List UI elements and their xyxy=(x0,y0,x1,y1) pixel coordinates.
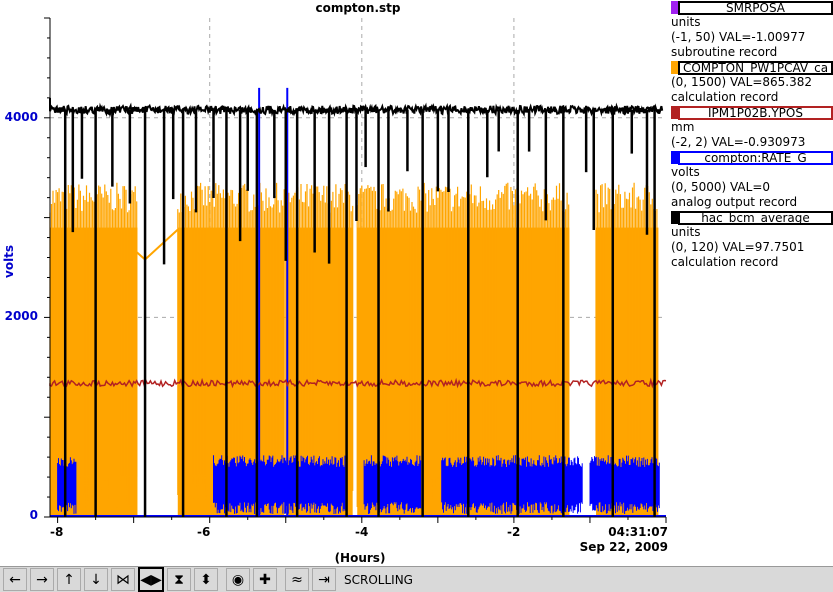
orange-series-line xyxy=(356,182,570,517)
legend-range: (0, 1500) VAL=865.382 xyxy=(671,75,812,89)
autoscale-icon: ≈ xyxy=(291,571,303,588)
legend-swatch xyxy=(671,151,678,164)
last-point-button[interactable]: ⇥ xyxy=(312,568,336,591)
window-title: compton.stp xyxy=(315,1,401,15)
legend-unit: volts xyxy=(671,165,700,179)
legend-record: calculation record xyxy=(671,90,779,104)
legend-record: subroutine record xyxy=(671,45,778,59)
current-time: 04:31:07 xyxy=(608,525,668,539)
zoom-out-horizontal-button[interactable]: ◀▶ xyxy=(138,567,164,592)
legend-entry-smrposa[interactable]: SMRPOSA units (-1, 50) VAL=-1.00977 subr… xyxy=(671,0,833,60)
legend-unit: mm xyxy=(671,120,695,134)
orange-series-line xyxy=(595,182,658,517)
legend-range: (-2, 2) VAL=-0.930973 xyxy=(671,135,806,149)
blue-series-line xyxy=(213,455,346,514)
legend-unit: units xyxy=(671,225,701,239)
scroll-left-button[interactable]: ← xyxy=(3,568,27,591)
zoom-out-horizontal-icon: ◀▶ xyxy=(140,571,162,588)
legend-pv-name[interactable]: COMPTON_PW1PCAV_ca xyxy=(678,60,833,75)
last-point-icon: ⇥ xyxy=(318,571,330,588)
scroll-up-button[interactable]: ↑ xyxy=(57,568,81,591)
x-tick-minus6: -6 xyxy=(197,525,211,539)
zoom-circle-icon: ◉ xyxy=(231,571,245,588)
y-tick-0: 0 xyxy=(29,508,38,522)
x-axis-label: (Hours) xyxy=(334,551,386,565)
y-tick-4000: 4000 xyxy=(4,110,38,124)
legend-record: calculation record xyxy=(671,255,779,269)
zoom-in-vertical-button[interactable]: ⧗ xyxy=(167,568,191,591)
blue-series-line xyxy=(441,455,583,514)
zoom-in-horizontal-icon: ⋈ xyxy=(116,571,130,588)
orange-gap-line xyxy=(132,228,179,261)
blue-series-line xyxy=(363,455,422,514)
legend-entry-ipm1p02b[interactable]: IPM1P02B.YPOS mm (-2, 2) VAL=-0.930973 xyxy=(671,105,833,150)
legend-swatch xyxy=(671,211,678,224)
zoom-out-vertical-icon: ⬍ xyxy=(200,571,212,588)
legend-record: analog output record xyxy=(671,195,798,209)
legend-range: (-1, 50) VAL=-1.00977 xyxy=(671,30,806,44)
plus-icon: ✚ xyxy=(259,571,271,588)
arrow-up-icon: ↑ xyxy=(63,571,75,588)
x-tick-minus8: -8 xyxy=(50,525,64,539)
zoom-out-vertical-button[interactable]: ⬍ xyxy=(194,568,218,591)
legend-unit: units xyxy=(671,15,701,29)
legend-swatch xyxy=(671,106,678,119)
x-tick-minus4: -4 xyxy=(355,525,369,539)
legend-swatch xyxy=(671,1,678,14)
zoom-in-button[interactable]: ◉ xyxy=(226,568,250,591)
legend: SMRPOSA units (-1, 50) VAL=-1.00977 subr… xyxy=(671,0,833,270)
zoom-out-button[interactable]: ✚ xyxy=(253,568,277,591)
zoom-in-vertical-icon: ⧗ xyxy=(174,571,184,588)
legend-entry-compton-pw1pcav[interactable]: COMPTON_PW1PCAV_ca (0, 1500) VAL=865.382… xyxy=(671,60,833,105)
arrow-left-icon: ← xyxy=(9,571,21,588)
x-tick-minus2: -2 xyxy=(507,525,521,539)
y-axis-label: volts xyxy=(2,244,16,278)
arrow-right-icon: → xyxy=(36,571,48,588)
orange-series-line xyxy=(177,182,285,517)
y-tick-2000: 2000 xyxy=(4,309,38,323)
scroll-down-button[interactable]: ↓ xyxy=(84,568,108,591)
legend-range: (0, 120) VAL=97.7501 xyxy=(671,240,805,254)
legend-entry-compton-rate[interactable]: compton:RATE_G volts (0, 5000) VAL=0 ana… xyxy=(671,150,833,210)
black-series-line xyxy=(49,97,664,118)
legend-pv-name[interactable]: SMRPOSA xyxy=(678,0,833,15)
legend-swatch xyxy=(671,61,678,74)
arrow-down-icon: ↓ xyxy=(90,571,102,588)
legend-entry-hac-bcm[interactable]: hac_bcm_average units (0, 120) VAL=97.75… xyxy=(671,210,833,270)
legend-pv-name[interactable]: compton:RATE_G xyxy=(678,150,833,165)
autoscale-button[interactable]: ≈ xyxy=(285,568,309,591)
legend-pv-name[interactable]: IPM1P02B.YPOS xyxy=(678,105,833,120)
zoom-in-horizontal-button[interactable]: ⋈ xyxy=(111,568,135,591)
legend-pv-name[interactable]: hac_bcm_average xyxy=(678,210,833,225)
current-date: Sep 22, 2009 xyxy=(579,540,668,554)
status-text: SCROLLING xyxy=(344,572,413,587)
legend-range: (0, 5000) VAL=0 xyxy=(671,180,771,194)
toolbar: ← → ↑ ↓ ⋈ ◀▶ ⧗ ⬍ ◉ ✚ ≈ ⇥ SCROLLING xyxy=(0,566,833,592)
scroll-right-button[interactable]: → xyxy=(30,568,54,591)
plot-area xyxy=(44,17,667,523)
